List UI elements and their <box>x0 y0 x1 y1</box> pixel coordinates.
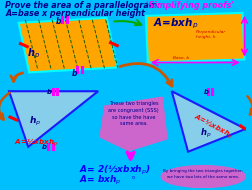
Text: These two triangles: These two triangles <box>108 101 158 106</box>
Text: A=½xbxh$_p$: A=½xbxh$_p$ <box>14 137 58 149</box>
Text: Perpendicular: Perpendicular <box>195 30 225 34</box>
Text: By bringing the two triangles together,: By bringing the two triangles together, <box>163 169 242 173</box>
Text: A=½xbxh$_p$: A=½xbxh$_p$ <box>190 111 234 142</box>
Text: Base, b: Base, b <box>173 55 189 59</box>
Text: we have two lots of the same area.: we have two lots of the same area. <box>167 175 238 179</box>
Text: A=base x perpendicular height: A=base x perpendicular height <box>5 9 145 18</box>
Text: b: b <box>56 17 61 26</box>
Text: are congruent (SSS): are congruent (SSS) <box>108 108 158 113</box>
Text: A= 2(½xbxh$_p$): A= 2(½xbxh$_p$) <box>79 164 150 177</box>
Polygon shape <box>145 13 243 63</box>
Text: Prove the area of a parallelogram:: Prove the area of a parallelogram: <box>5 1 160 10</box>
Text: o: o <box>131 175 134 180</box>
Text: A=bxh$_p$: A=bxh$_p$ <box>152 17 197 31</box>
Polygon shape <box>171 91 244 152</box>
Text: so have the have: so have the have <box>111 115 155 120</box>
Text: h$_p$: h$_p$ <box>27 47 40 61</box>
Polygon shape <box>100 97 166 151</box>
Text: A= bxh$_p$: A= bxh$_p$ <box>79 174 121 187</box>
Text: same area.: same area. <box>119 121 147 126</box>
Text: b: b <box>42 144 47 150</box>
Text: h$_p$: h$_p$ <box>29 115 41 128</box>
Text: b: b <box>47 89 52 95</box>
Polygon shape <box>19 18 117 72</box>
Text: b: b <box>71 69 77 78</box>
Text: b: b <box>203 89 208 95</box>
Polygon shape <box>9 91 98 147</box>
Text: 'Simplifying proofs': 'Simplifying proofs' <box>145 1 233 10</box>
Text: height, h: height, h <box>195 35 214 39</box>
Text: h$_p$: h$_p$ <box>200 127 211 140</box>
Ellipse shape <box>161 166 244 188</box>
